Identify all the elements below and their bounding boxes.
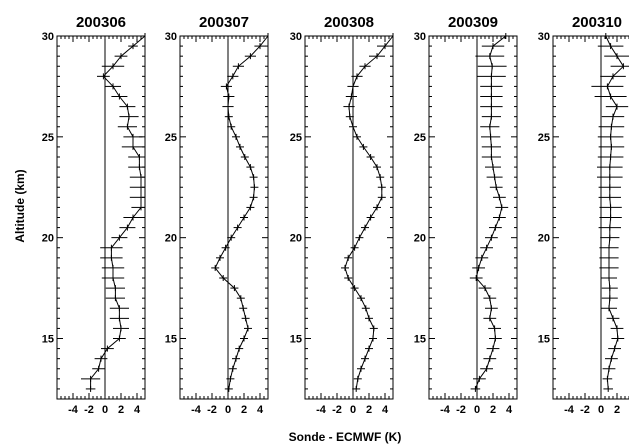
x-tick-label: -2 — [580, 404, 590, 416]
x-tick-label: 2 — [366, 404, 372, 416]
y-tick-label: 15 — [414, 334, 426, 346]
x-tick-label: 4 — [134, 404, 141, 416]
profile-line — [344, 35, 394, 389]
profile-line — [214, 35, 269, 389]
y-tick-label: 20 — [290, 233, 302, 245]
x-axis-label: Sonde - ECMWF (K) — [289, 430, 402, 444]
x-tick-label: 4 — [506, 404, 513, 416]
x-tick-label: -2 — [207, 404, 217, 416]
plot-frame — [179, 35, 269, 400]
x-tick-label: -2 — [84, 404, 94, 416]
y-tick-label: 30 — [42, 31, 54, 43]
y-tick-label: 30 — [414, 31, 426, 43]
profile-line — [474, 35, 507, 390]
panel-title: 200309 — [448, 14, 498, 31]
x-tick-label: -4 — [191, 404, 202, 416]
y-tick-label: 25 — [414, 132, 426, 144]
x-tick-label: 2 — [614, 404, 620, 416]
panel-title: 200310 — [572, 14, 622, 31]
y-tick-label: 15 — [290, 334, 302, 346]
x-tick-label: 0 — [598, 404, 604, 416]
x-tick-label: 4 — [382, 404, 389, 416]
x-tick-label: 2 — [118, 404, 124, 416]
x-tick-label: -4 — [564, 404, 575, 416]
profile-line — [605, 35, 625, 389]
y-tick-label: 25 — [165, 132, 177, 144]
y-tick-label: 20 — [414, 233, 426, 245]
panel-4: 200309 -4 -2 0 2 4 15 20 25 30 — [414, 14, 518, 416]
x-tick-label: -2 — [456, 404, 466, 416]
x-tick-label: -4 — [68, 404, 79, 416]
y-axis-label: Altitude (km) — [13, 169, 27, 242]
x-tick-label: 2 — [490, 404, 496, 416]
y-tick-label: 15 — [538, 334, 550, 346]
panel-2: 200307 -4 -2 0 2 4 15 20 25 30 — [165, 14, 269, 416]
y-tick-label: 30 — [165, 31, 177, 43]
x-tick-label: 0 — [102, 404, 108, 416]
x-tick-label: 0 — [225, 404, 231, 416]
x-tick-label: 2 — [241, 404, 247, 416]
y-tick-label: 15 — [165, 334, 177, 346]
x-tick-label: 0 — [474, 404, 480, 416]
y-tick-label: 20 — [165, 233, 177, 245]
plot-frame — [304, 35, 394, 400]
y-tick-label: 25 — [290, 132, 302, 144]
y-tick-label: 20 — [538, 233, 550, 245]
panel-title: 200308 — [324, 14, 374, 31]
panel-3: 200308 -4 -2 0 2 4 15 20 25 30 — [290, 14, 394, 416]
y-tick-label: 25 — [42, 132, 54, 144]
panel-1: 200306 -4 -2 0 2 4 15 20 25 30 — [42, 14, 146, 416]
x-tick-label: 4 — [257, 404, 264, 416]
y-tick-label: 30 — [538, 31, 550, 43]
panel-title: 200307 — [199, 14, 249, 31]
panel-title: 200306 — [76, 14, 126, 31]
y-tick-label: 15 — [42, 334, 54, 346]
y-tick-label: 30 — [290, 31, 302, 43]
x-tick-label: -2 — [332, 404, 342, 416]
x-tick-label: 0 — [350, 404, 356, 416]
profile-line — [90, 35, 146, 389]
x-tick-label: -4 — [440, 404, 451, 416]
y-tick-label: 20 — [42, 233, 54, 245]
x-tick-label: -4 — [316, 404, 327, 416]
y-tick-label: 25 — [538, 132, 550, 144]
